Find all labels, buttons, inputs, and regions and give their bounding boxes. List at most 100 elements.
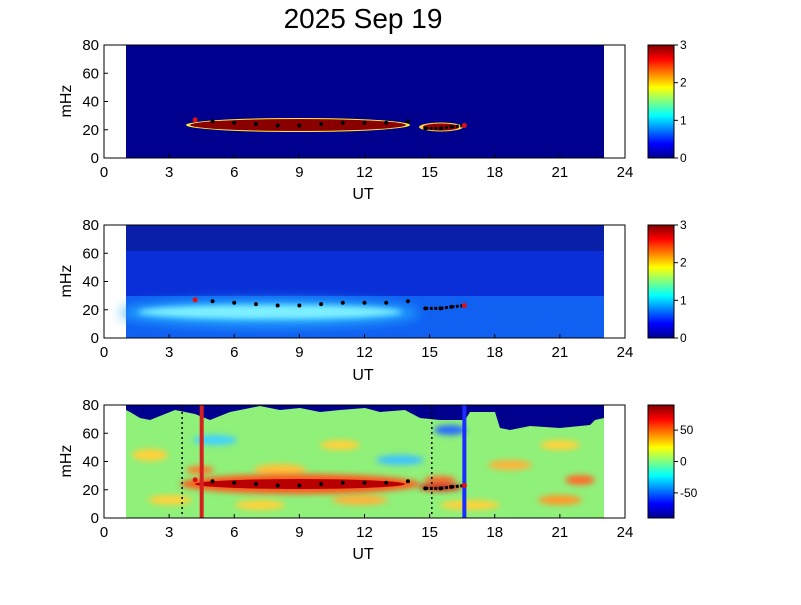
y-tick-label: 60: [82, 425, 99, 442]
track-point: [210, 119, 215, 124]
y-tick-label: 80: [82, 37, 99, 54]
colorbar-ticks-1: 0 1 2 3: [674, 38, 687, 165]
colorbar-ticks-2: 0 1 2 3: [674, 218, 687, 345]
track-point: [449, 484, 454, 489]
track-point: [232, 120, 237, 125]
y-tick-label: 80: [82, 217, 99, 234]
track-point: [461, 303, 467, 309]
no-data-mask-3: [126, 405, 604, 430]
x-tick-label: 24: [617, 524, 634, 541]
track-point: [319, 122, 324, 127]
track-point: [253, 122, 258, 127]
y-tick-label: 40: [82, 274, 99, 291]
track-point: [362, 300, 367, 305]
x-tick-label: 21: [552, 164, 569, 181]
tracked-frequency-3: [192, 477, 467, 491]
track-point: [449, 304, 454, 309]
track-point: [319, 302, 324, 307]
y-axis-2: 0 20 40 60 80: [82, 217, 108, 347]
track-point: [461, 483, 467, 489]
track-point: [275, 483, 280, 488]
x-tick-label: 3: [165, 164, 173, 181]
track-point: [319, 482, 324, 487]
track-point: [275, 303, 280, 308]
y-tick-label: 0: [91, 510, 99, 527]
x-tick-label: 21: [552, 524, 569, 541]
colorbar-ticks-3: 50 0 -50: [674, 423, 698, 500]
x-tick-label: 15: [421, 524, 438, 541]
colorbar-tick-label: 50: [680, 423, 694, 437]
track-point: [297, 303, 302, 308]
colorbar-tick-label: 2: [680, 76, 687, 90]
x-tick-label: 6: [230, 344, 238, 361]
x-tick-label: 12: [356, 524, 373, 541]
noise-texture-3: [132, 425, 595, 510]
colorbar-tick-label: -50: [680, 486, 698, 500]
colorbar-tick-label: 3: [680, 38, 687, 52]
track-point: [192, 477, 198, 483]
track-point: [340, 480, 345, 485]
colorbar-tick-label: 2: [680, 256, 687, 270]
track-point: [297, 123, 302, 128]
colorbar-tick-label: 3: [680, 218, 687, 232]
track-point: [275, 123, 280, 128]
track-point: [438, 486, 443, 491]
tracked-frequency-1: [192, 117, 467, 131]
x-axis-label-3: UT: [352, 546, 374, 563]
track-point: [423, 306, 428, 311]
colorbar-1: [647, 44, 675, 159]
track-point: [192, 297, 198, 303]
x-tick-label: 15: [421, 164, 438, 181]
x-tick-label: 0: [100, 164, 108, 181]
colorbar-tick-label: 0: [680, 331, 687, 345]
y-tick-label: 60: [82, 65, 99, 82]
y-tick-label: 20: [82, 482, 99, 499]
colorbar-3: [647, 404, 675, 519]
x-tick-label: 3: [165, 524, 173, 541]
track-point: [192, 117, 198, 123]
x-tick-label: 3: [165, 344, 173, 361]
colorbar-tick-label: 1: [680, 293, 687, 307]
colorbar-tick-label: 1: [680, 113, 687, 127]
x-axis-1: 0 3 6 9 12 15 18 21 24: [100, 154, 634, 181]
x-tick-label: 0: [100, 344, 108, 361]
x-tick-label: 12: [356, 344, 373, 361]
track-point: [340, 300, 345, 305]
y-tick-label: 40: [82, 94, 99, 111]
track-point: [384, 300, 389, 305]
x-axis-3: 0 3 6 9 12 15 18 21 24: [100, 514, 634, 541]
y-axis-3: 0 20 40 60 80: [82, 397, 108, 527]
y-tick-label: 80: [82, 397, 99, 414]
x-tick-label: 0: [100, 524, 108, 541]
y-tick-label: 20: [82, 302, 99, 319]
track-point: [461, 123, 467, 129]
y-tick-label: 0: [91, 330, 99, 347]
x-tick-label: 9: [295, 344, 303, 361]
colorbar-tick-label: 0: [680, 455, 687, 469]
y-tick-label: 20: [82, 122, 99, 139]
vertical-markers-3: [199, 405, 467, 518]
data-area-1: [126, 45, 604, 158]
y-axis-1: 0 20 40 60 80: [82, 37, 108, 167]
x-tick-label: 9: [295, 164, 303, 181]
y-tick-label: 40: [82, 454, 99, 471]
track-point: [232, 300, 237, 305]
colorbar-2: [647, 224, 675, 339]
track-point: [405, 119, 410, 124]
panel-3: 0 3 6 9 12 15 18 21 24 0 20 40 60 80 UT mHz 50 0 -50: [58, 397, 698, 563]
x-tick-label: 6: [230, 524, 238, 541]
x-tick-label: 6: [230, 164, 238, 181]
x-tick-label: 12: [356, 164, 373, 181]
y-tick-label: 60: [82, 245, 99, 262]
track-point: [210, 479, 215, 484]
track-point: [438, 306, 443, 311]
x-tick-label: 18: [486, 164, 503, 181]
track-point: [232, 480, 237, 485]
track-point: [423, 486, 428, 491]
power-region-2: [138, 305, 402, 319]
x-axis-label-1: UT: [352, 186, 374, 203]
x-tick-label: 24: [617, 164, 634, 181]
